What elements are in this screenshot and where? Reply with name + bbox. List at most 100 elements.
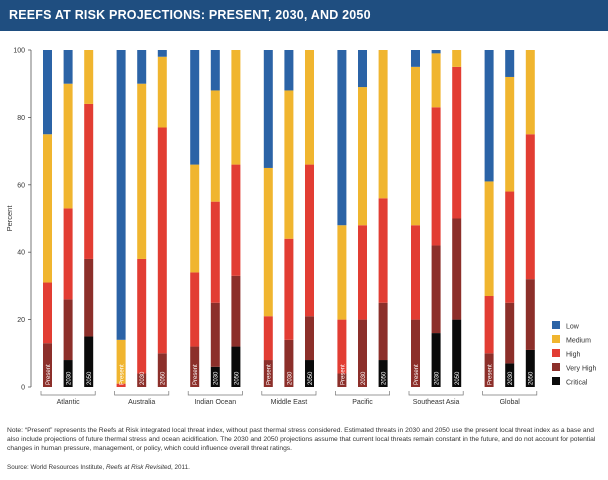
group-bracket: [261, 391, 317, 396]
stacked-bar-chart: 0 20 40 60 80 100 Percent Present 2030 2050 Atlant…: [5, 48, 596, 407]
bar-segment-medium: [358, 87, 367, 226]
legend-label: Very High: [566, 366, 596, 373]
group-bracket: [114, 391, 170, 396]
bar-segment-high: [378, 198, 388, 303]
bar-segment-medium: [337, 225, 347, 320]
group-bracket: [482, 391, 538, 396]
bar-segment-very-high: [157, 353, 167, 387]
bar-label: Present: [488, 364, 494, 385]
bar-segment-critical: [231, 346, 241, 387]
bar-segment-medium: [116, 339, 126, 384]
bar-segment-low: [505, 50, 515, 77]
group-bracket: [335, 391, 390, 396]
group-label: Southeast Asia: [413, 399, 460, 406]
bar-segment-critical: [525, 349, 535, 387]
bar-segment-medium: [484, 181, 494, 297]
bar-segment-critical: [84, 336, 94, 387]
bar-segment-very-high: [84, 258, 94, 337]
bar-segment-critical: [305, 360, 314, 387]
source-suffix: , 2011.: [171, 464, 190, 471]
bar-segment-very-high: [63, 299, 73, 361]
bar-segment-medium: [84, 50, 94, 104]
bar-segment-very-high: [284, 339, 294, 387]
bar-segment-medium: [210, 90, 220, 202]
legend-swatch: [552, 349, 560, 357]
legend-swatch: [552, 377, 560, 385]
bar-label: 2050: [308, 371, 314, 385]
bar-segment-low: [137, 50, 147, 84]
bar-segment-critical: [431, 333, 441, 387]
bar-segment-very-high: [137, 373, 147, 387]
bar-segment-very-high: [505, 302, 515, 364]
bar-segment-high: [116, 383, 126, 387]
bar-segment-high: [84, 103, 94, 259]
bar-segment-high: [505, 191, 515, 303]
bar-label: 2050: [87, 371, 93, 385]
legend-swatch: [552, 321, 560, 329]
chart-source: Source: World Resources Institute, Reefs…: [7, 464, 602, 471]
bar-label: 2030: [67, 371, 73, 385]
bar-segment-low: [484, 50, 494, 182]
bar-segment-medium: [378, 50, 388, 199]
page-title: REEFS AT RISK PROJECTIONS: PRESENT, 2030…: [9, 8, 371, 22]
bar-label: Present: [267, 364, 273, 385]
bar-label: 2030: [435, 371, 441, 385]
bar-segment-very-high: [484, 353, 494, 387]
bar-label: 2030: [361, 371, 367, 385]
bar-label: Present: [340, 364, 346, 385]
y-tick-label: 0: [21, 385, 25, 392]
bar-segment-high: [210, 201, 220, 303]
bar-segment-very-high: [358, 319, 367, 387]
bar-segment-medium: [263, 167, 273, 317]
bar-segment-high: [63, 208, 73, 300]
bar-label: 2030: [508, 371, 514, 385]
bar-label: Present: [120, 364, 126, 385]
bar-segment-critical: [210, 366, 220, 387]
bar-segment-critical: [505, 363, 515, 387]
y-tick-label: 40: [17, 250, 25, 257]
bar-segment-high: [263, 316, 273, 361]
bar-segment-low: [43, 50, 52, 135]
bar-segment-high: [452, 66, 462, 219]
group-bracket: [408, 391, 464, 396]
bar-segment-very-high: [190, 346, 200, 387]
y-tick-label: 20: [17, 317, 25, 324]
title-bar: REEFS AT RISK PROJECTIONS: PRESENT, 2030…: [0, 0, 608, 31]
bar-segment-high: [337, 319, 347, 374]
legend-label: Low: [566, 324, 580, 331]
bar-label: 2050: [234, 371, 240, 385]
bar-segment-critical: [378, 360, 388, 387]
bar-segment-very-high: [210, 302, 220, 367]
bar-segment-low: [210, 50, 220, 91]
bar-label: Present: [46, 364, 52, 385]
bar-segment-medium: [157, 56, 167, 128]
bar-segment-medium: [505, 76, 515, 192]
bar-segment-low: [337, 50, 347, 226]
bar-segment-very-high: [263, 360, 273, 387]
bar-segment-high: [411, 225, 420, 320]
bar-segment-medium: [431, 53, 441, 108]
bar-segment-high: [525, 134, 535, 280]
group-label: Atlantic: [57, 399, 80, 406]
bar-segment-very-high: [231, 275, 241, 347]
bar-label: 2050: [382, 371, 388, 385]
group-label: Indian Ocean: [194, 399, 236, 406]
bar-label: 2050: [455, 371, 461, 385]
bar-segment-high: [231, 164, 241, 276]
source-title: Reefs at Risk Revisited: [105, 464, 172, 471]
chart-note: Note: “Present” represents the Reefs at …: [7, 427, 596, 452]
bar-segment-low: [63, 50, 73, 84]
bar-segment-very-high: [305, 316, 314, 361]
bar-segment-medium: [231, 50, 241, 165]
legend-label: Medium: [566, 338, 591, 345]
bar-segment-medium: [452, 50, 462, 67]
y-axis-title: Percent: [5, 205, 14, 232]
source-prefix: Source: World Resources Institute,: [7, 464, 106, 471]
bar-segment-low: [190, 50, 200, 165]
bar-segment-high: [484, 296, 494, 354]
bar-segment-low: [157, 50, 167, 57]
bar-segment-very-high: [43, 343, 52, 387]
bar-segment-low: [116, 50, 126, 340]
bar-segment-high: [43, 282, 52, 344]
group-bracket: [187, 391, 243, 396]
